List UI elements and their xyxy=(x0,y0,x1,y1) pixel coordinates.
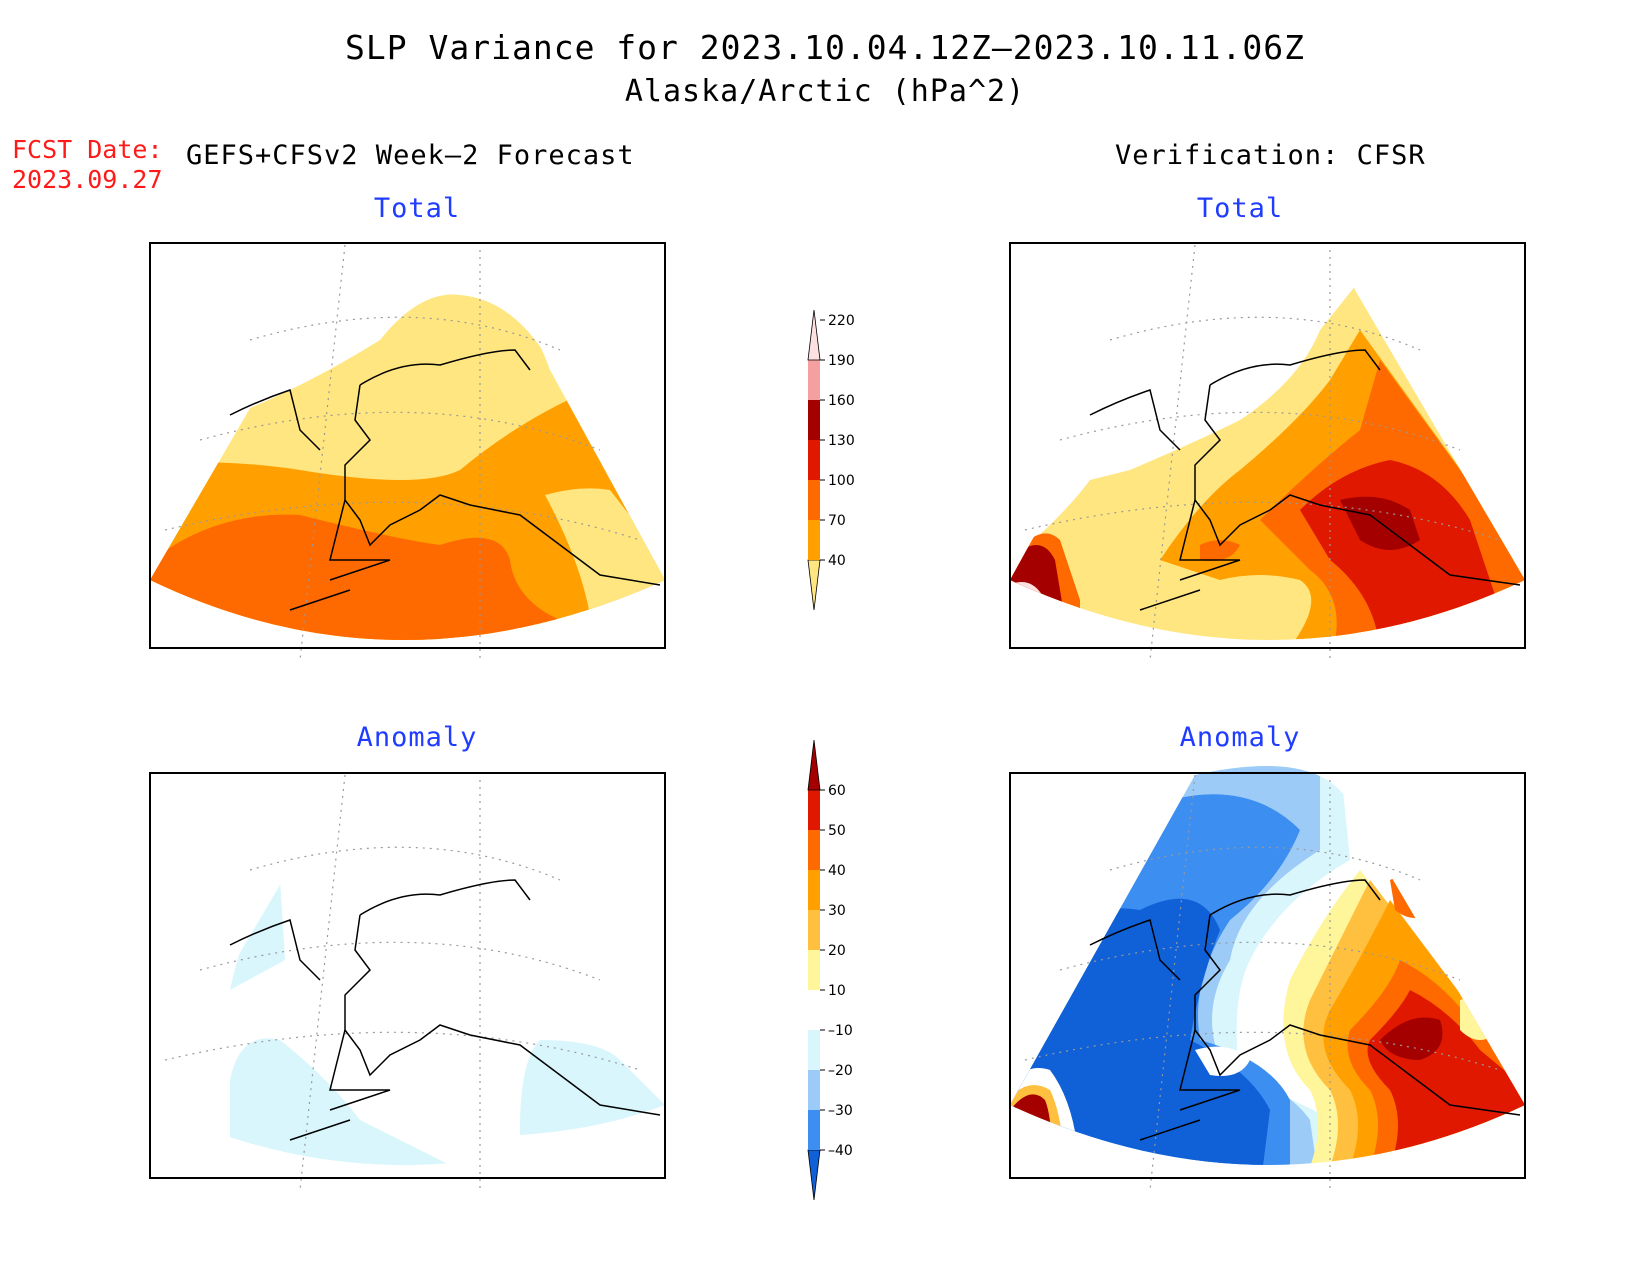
anomaly-colorbar-swatch xyxy=(808,910,820,950)
map-title: SLP Variance for 2023.10.04.12Z–2023.10.… xyxy=(345,28,1305,67)
total-colorbar-tick-label: 160 xyxy=(828,393,855,409)
forecast-total-coastline xyxy=(229,349,661,611)
verification-total-160-190-south-region xyxy=(1400,617,1500,640)
total-colorbar-tick-label: 130 xyxy=(828,433,855,449)
anomaly-colorbar-tick-label: –10 xyxy=(828,1023,853,1039)
anomaly-colorbar-swatch xyxy=(808,1070,820,1110)
anomaly-colorbar-swatch xyxy=(808,1110,820,1150)
anomaly-colorbar-top-triangle xyxy=(807,739,821,791)
map-subtitle: Alaska/Arctic (hPa^2) xyxy=(624,74,1026,109)
total-colorbar-tick-label: 100 xyxy=(828,473,855,489)
forecast-anomaly-coastline xyxy=(229,879,661,1141)
total-colorbar-tick-label: 40 xyxy=(828,553,846,569)
anomaly-colorbar-swatch xyxy=(808,830,820,870)
verification-column-header: Verification: CFSR xyxy=(1115,140,1426,171)
anomaly-colorbar-swatch xyxy=(808,1030,820,1070)
total-colorbar-swatch xyxy=(808,440,820,480)
fcst-date-label: FCST Date: xyxy=(12,135,163,164)
anomaly-colorbar-tick-label: 20 xyxy=(828,943,846,959)
verification-total-inner-100-130-region xyxy=(1200,540,1240,561)
anomaly-colorbar-bottom-triangle xyxy=(807,1149,821,1201)
total-colorbar-swatch xyxy=(808,400,820,440)
verification-anomaly-map xyxy=(1009,766,1526,1191)
verification-anomaly-north-40-50-region xyxy=(1390,873,1440,918)
verification-total-map xyxy=(1009,236,1526,661)
anomaly-colorbar-tick-label: 40 xyxy=(828,863,846,879)
fcst-date-value: 2023.09.27 xyxy=(12,165,163,194)
verification-anomaly-coastline xyxy=(1089,879,1521,1141)
anomaly-colorbar-swatch xyxy=(808,950,820,990)
total-colorbar-tick-label: 190 xyxy=(828,353,855,369)
forecast-anomaly-southwest-region xyxy=(230,1038,470,1165)
forecast-anomaly-frame xyxy=(149,772,666,1179)
total-colorbar-swatch xyxy=(808,480,820,520)
anomaly-colorbar-tick-label: 60 xyxy=(828,783,846,799)
total-colorbar-swatch xyxy=(808,360,820,400)
anomaly-colorbar: –40 –30 –20 –10 10 20 30 40 50 60 xyxy=(807,739,853,1201)
anomaly-colorbar-tick-label: 10 xyxy=(828,983,846,999)
verification-anomaly-graticule xyxy=(1024,774,1501,1191)
forecast-column-header: GEFS+CFSv2 Week–2 Forecast xyxy=(186,140,635,171)
total-colorbar-top-triangle xyxy=(807,309,821,361)
anomaly-colorbar-tick-label: –30 xyxy=(828,1103,853,1119)
verification-total-coastline xyxy=(1089,349,1521,611)
anomaly-colorbar-tick-label: –40 xyxy=(828,1143,853,1159)
forecast-anomaly-northwest-region xyxy=(230,880,285,990)
anomaly-colorbar-tick-label: –20 xyxy=(828,1063,853,1079)
total-colorbar-tick-label: 220 xyxy=(828,313,855,329)
verification-total-graticule xyxy=(1024,244,1501,661)
anomaly-colorbar-tick-label: 50 xyxy=(828,823,846,839)
forecast-anomaly-title: Anomaly xyxy=(356,722,478,753)
forecast-total-graticule xyxy=(164,244,641,661)
total-colorbar-swatch xyxy=(808,520,820,560)
total-colorbar-bottom-triangle xyxy=(807,559,821,611)
verification-total-title: Total xyxy=(1196,193,1284,224)
verification-anomaly-inner-neutral-region xyxy=(1195,1046,1250,1076)
verification-anomaly-south-above60-region xyxy=(1430,1130,1525,1165)
verification-anomaly-frame xyxy=(1009,772,1526,1179)
anomaly-colorbar-swatch xyxy=(808,870,820,910)
verification-anomaly-title: Anomaly xyxy=(1179,722,1301,753)
forecast-total-title: Total xyxy=(373,193,461,224)
forecast-total-map xyxy=(149,242,666,661)
forecast-anomaly-southeast-region xyxy=(520,1040,665,1135)
forecast-anomaly-graticule xyxy=(164,774,641,1191)
verification-total-frame xyxy=(1009,242,1526,649)
forecast-anomaly-map xyxy=(149,772,666,1191)
anomaly-colorbar-swatch xyxy=(808,990,820,1030)
total-colorbar: 40 70 100 130 160 190 220 xyxy=(807,309,855,611)
verification-anomaly-east-10-20-region xyxy=(1460,998,1500,1040)
anomaly-colorbar-tick-label: 30 xyxy=(828,903,846,919)
forecast-anomaly-background xyxy=(150,773,665,1165)
verification-anomaly-above60-region xyxy=(1380,1017,1443,1060)
anomaly-colorbar-swatch xyxy=(808,790,820,830)
total-colorbar-tick-label: 70 xyxy=(828,513,846,529)
verification-anomaly-west-above60-region xyxy=(1010,1094,1052,1165)
forecast-total-frame xyxy=(149,242,666,649)
